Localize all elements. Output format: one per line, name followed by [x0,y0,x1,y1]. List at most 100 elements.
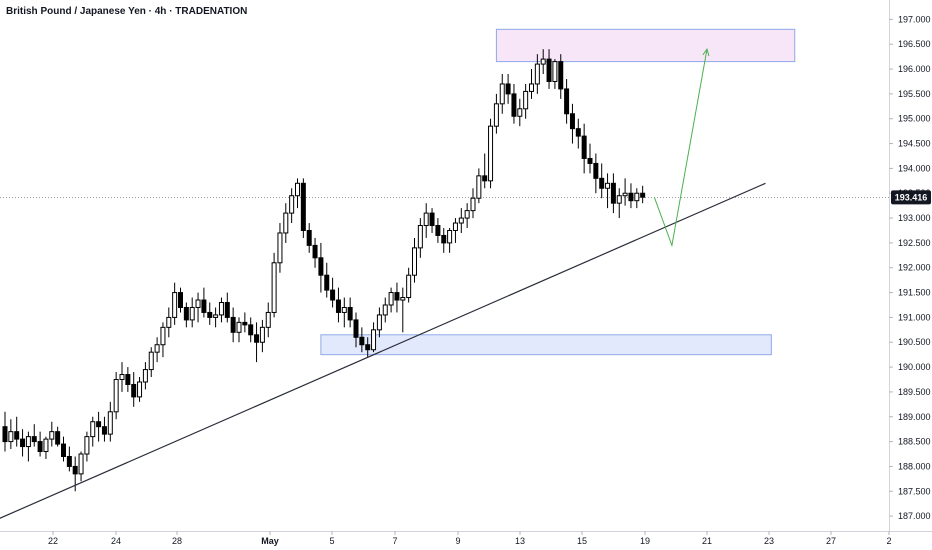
candle-body [330,289,336,301]
support-zone[interactable] [320,334,772,356]
candle [148,347,154,378]
time-tick-label: 28 [172,536,182,546]
candle [382,297,388,323]
price-tick-label: 195.500 [898,89,931,99]
candle-body [295,182,300,197]
candle [417,218,423,258]
candle [166,307,172,338]
candle [599,163,605,199]
ascending-trendline[interactable] [0,182,766,519]
last-price-label-text: 193.416 [895,192,928,202]
candle [564,78,570,124]
candle-body [365,344,371,351]
price-tick-label: 196.000 [898,64,931,74]
candle-body [259,326,265,343]
candle [14,416,20,447]
candle-body [318,257,324,276]
candle [218,297,224,323]
candle [406,267,412,303]
candle [523,83,529,119]
candle-body [341,306,347,313]
candle-body [417,225,423,249]
candle-body [300,182,306,231]
candle [517,98,523,127]
candle [365,337,371,358]
price-tick-label: 195.000 [898,114,931,124]
candle-body [242,321,248,326]
candle-body [306,229,312,246]
candle [31,424,37,447]
candle-body [78,453,84,475]
candle-body [25,436,31,448]
candle-body [423,212,429,227]
candle [183,302,189,328]
candle-body [224,302,230,318]
candle [622,178,628,206]
candle-body [452,222,458,231]
time-tick-label: 9 [455,536,460,546]
time-tick-label: 13 [515,536,525,546]
candle-body [476,175,482,199]
candle [230,307,236,343]
candle-body [142,369,148,383]
candle-body [271,262,277,313]
candle [540,49,546,75]
candle-body [482,175,488,182]
candle-body [376,314,382,331]
candle-body [96,421,102,428]
candle-body [400,297,406,301]
candle [529,69,534,99]
candle-body [429,212,435,227]
candle-body [493,103,499,127]
candle [254,322,260,363]
candle [552,59,558,89]
candle [207,302,213,325]
candle [493,93,499,134]
price-tick-label: 197.000 [898,14,931,24]
candle [628,183,634,209]
candle [376,307,382,338]
candle [43,436,49,459]
candle [318,242,324,293]
candle [534,54,540,94]
candle-body [412,247,417,276]
time-tick-label: 22 [48,536,58,546]
candle [20,429,26,457]
candle-body [43,438,49,453]
candle [236,317,242,343]
candle [640,185,646,204]
candle-body [178,292,183,308]
candle-body [610,182,616,204]
candle [37,431,43,457]
candle-body [283,212,289,234]
candle-body [458,217,464,224]
time-axis-ticks: 22 24 28 May 5 7 9 13 15 19 21 23 27 2 [48,531,892,546]
price-tick-label: 188.500 [898,437,931,447]
candle [300,178,306,238]
forecast-arrow-path[interactable] [653,49,708,248]
candle-body [622,192,628,197]
candle [201,287,207,318]
time-tick-label: 5 [329,536,334,546]
candle-body [183,306,189,321]
candle-body [154,344,160,353]
resistance-zone[interactable] [495,28,796,63]
candle [558,54,564,99]
price-tick-label: 194.500 [898,139,931,149]
candle [400,287,406,333]
candle [224,292,230,323]
candle [581,123,587,174]
candle [371,322,377,353]
last-price-label: 193.416 [891,190,931,205]
candle-body [101,426,107,435]
candle [131,372,137,407]
candle [447,228,453,253]
candle [137,377,143,402]
time-tick-label: 15 [577,536,587,546]
candle [195,292,201,323]
candle [78,451,84,482]
candle-body [31,436,37,443]
candle [605,173,611,209]
candle [476,168,482,204]
